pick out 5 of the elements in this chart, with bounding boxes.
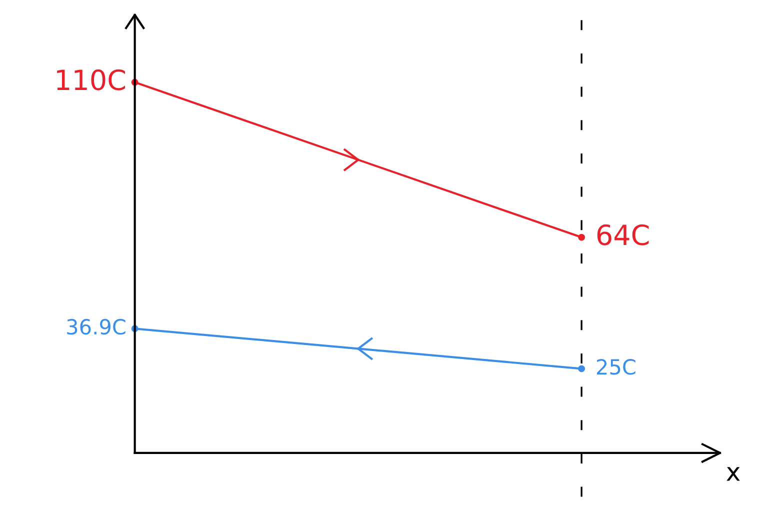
data-label: 110C (57, 69, 125, 90)
x-axis-title: x (726, 467, 740, 481)
data-label: 36.9C (67, 318, 126, 335)
data-label: 25C (596, 359, 636, 375)
data-label: 64C (597, 224, 649, 246)
